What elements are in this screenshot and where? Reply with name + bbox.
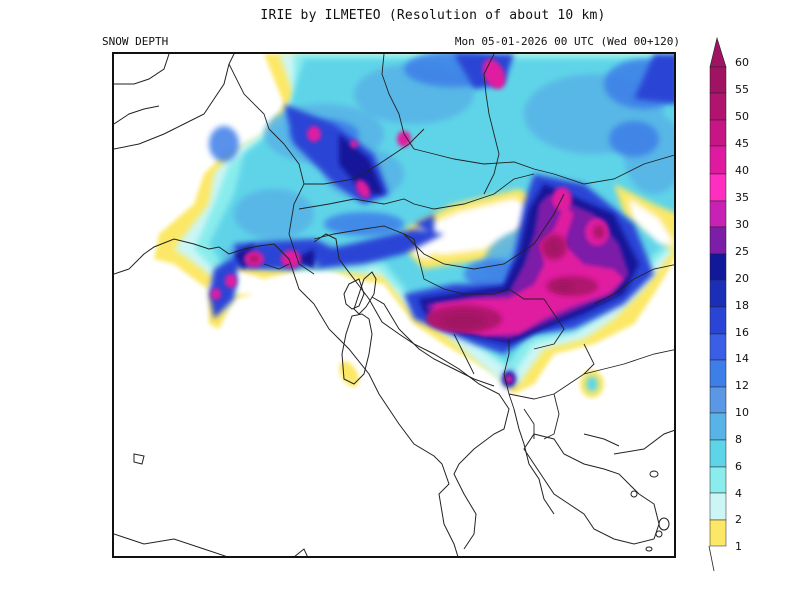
- legend-label: 25: [735, 245, 749, 258]
- color-legend: 60 55 50 45 40 35 30 25 20 18 16 14 12 1…: [708, 36, 788, 576]
- legend-label: 45: [735, 137, 749, 150]
- country-borders: [228, 54, 674, 440]
- legend-label: 4: [735, 487, 742, 500]
- legend-label: 35: [735, 191, 749, 204]
- legend-label: 18: [735, 299, 749, 312]
- legend-label: 8: [735, 433, 742, 446]
- legend-label: 14: [735, 352, 749, 365]
- legend-label: 6: [735, 460, 742, 473]
- coastlines: [114, 54, 674, 556]
- snow-depth-map: [112, 52, 676, 558]
- legend-label: 1: [735, 540, 742, 553]
- legend-label: 12: [735, 379, 749, 392]
- legend-label: 60: [735, 56, 749, 69]
- valid-time: Mon 05-01-2026 00 UTC (Wed 00+120): [454, 35, 680, 48]
- legend-label: 20: [735, 272, 749, 285]
- legend-arrow-icon: [709, 36, 727, 68]
- legend-label: 40: [735, 164, 749, 177]
- legend-label: 50: [735, 110, 749, 123]
- legend-label: 55: [735, 83, 749, 96]
- chart-title: IRIE by ILMETEO (Resolution of about 10 …: [260, 8, 606, 23]
- legend-label: 2: [735, 513, 742, 526]
- legend-label: 30: [735, 218, 749, 231]
- map-canvas: [114, 54, 674, 556]
- field-label: SNOW DEPTH: [102, 35, 169, 48]
- legend-bar: [708, 36, 727, 572]
- legend-label: 10: [735, 406, 749, 419]
- legend-label: 16: [735, 326, 749, 339]
- snow-layer-55cm: [442, 242, 574, 329]
